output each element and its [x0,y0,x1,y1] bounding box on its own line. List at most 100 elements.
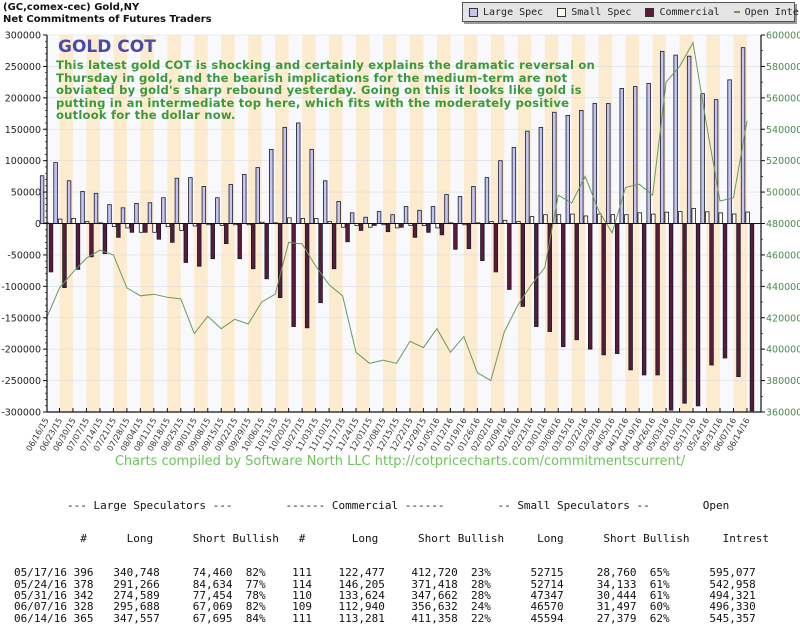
legend-swatch-large-spec [469,8,478,17]
bar-small-spec [341,224,345,228]
bar-large-spec [40,176,44,224]
bar-small-spec [126,224,130,228]
bar-commercial [292,224,296,327]
bar-commercial [63,224,67,288]
bar-large-spec [660,51,664,223]
bar-small-spec [571,214,575,223]
bar-commercial [400,224,404,228]
legend-label: Small Spec [571,7,631,18]
bar-large-spec [674,55,678,223]
bar-commercial [683,224,687,404]
y2-tick-label: 460000 [766,250,800,261]
table-group-header: --- Large Speculators --- ------ Commerc… [14,500,769,511]
bar-small-spec [368,224,372,228]
bar-large-spec [687,56,691,223]
bar-small-spec [530,217,534,224]
bar-commercial [319,224,323,303]
bar-large-spec [229,185,233,224]
bar-large-spec [283,127,287,223]
legend-item-open-interest: Open Interest [734,7,800,18]
y2-tick-label: 380000 [766,376,800,387]
bar-large-spec [472,186,476,223]
bar-large-spec [135,203,139,223]
bar-commercial [238,224,242,259]
bar-large-spec [175,178,179,223]
bar-commercial [696,224,700,406]
cot-data-table: --- Large Speculators --- ------ Commerc… [14,477,769,635]
bar-large-spec [728,80,732,224]
y-tick-label: 100000 [5,156,41,167]
legend-label: Commercial [659,7,719,18]
bar-commercial [521,224,525,307]
bar-large-spec [269,149,273,223]
bar-small-spec [72,218,76,223]
chart-legend: Large Spec Small Spec Commercial Open In… [462,2,795,22]
y2-tick-label: 560000 [766,93,800,104]
bar-large-spec [94,193,98,223]
bar-large-spec [337,202,341,224]
bar-large-spec [148,203,152,224]
bar-large-spec [202,186,206,223]
bar-commercial [265,224,269,279]
bar-small-spec [315,218,319,223]
bar-large-spec [485,178,489,224]
bar-commercial [130,224,134,233]
bar-large-spec [296,123,300,224]
bar-commercial [440,224,444,235]
legend-label: Large Spec [483,7,543,18]
bar-small-spec [301,218,305,223]
table-row: 06/07/16 328 295,688 67,069 82% 109 112,… [14,601,769,612]
bar-small-spec [625,215,629,224]
bar-large-spec [243,174,247,223]
bar-large-spec [404,207,408,224]
bar-commercial [656,224,660,375]
bar-large-spec [81,191,85,223]
bar-commercial [346,224,350,242]
bar-small-spec [692,208,696,223]
bar-commercial [723,224,727,358]
bar-commercial [49,224,53,272]
bar-commercial [171,224,175,243]
y2-tick-label: 540000 [766,125,800,136]
bar-large-spec [377,212,381,224]
bar-small-spec [436,224,440,228]
x-axis-ticks: 06/16/1506/23/1506/30/1507/07/1507/14/15… [24,408,752,453]
bar-small-spec [705,212,709,224]
credit-line: Charts compiled by Software North LLC ht… [0,454,800,469]
bar-large-spec [431,207,435,224]
bar-commercial [534,224,538,327]
table-row: 06/14/16 365 347,557 67,695 84% 111 113,… [14,613,769,624]
legend-item-small-spec: Small Spec [557,7,631,18]
y2-tick-label: 600000 [766,31,800,42]
bar-large-spec [566,115,570,223]
bar-small-spec [395,224,399,228]
bar-commercial [144,224,148,233]
bar-commercial [467,224,471,249]
y2-tick-label: 400000 [766,345,800,356]
bar-large-spec [216,198,220,224]
legend-item-commercial: Commercial [645,7,719,18]
bar-large-spec [580,110,584,223]
bar-large-spec [633,87,637,224]
bar-large-spec [512,147,516,223]
bar-commercial [710,224,714,366]
y2-tick-label: 420000 [766,313,800,324]
bar-large-spec [350,213,354,224]
bar-small-spec [746,212,750,223]
bar-large-spec [162,198,166,224]
bar-commercial [386,224,390,232]
y2-tick-label: 440000 [766,282,800,293]
bar-commercial [251,224,255,269]
y2-tick-label: 360000 [766,408,800,419]
y-tick-label: 300000 [5,31,41,42]
left-axis-ticks: 300000250000200000150000100000500000-500… [1,31,47,419]
bar-large-spec [54,163,58,224]
bar-commercial [184,224,188,263]
bar-small-spec [544,215,548,224]
bar-large-spec [526,131,530,223]
bar-commercial [427,224,431,233]
bar-large-spec [458,196,462,223]
bar-commercial [588,224,592,350]
right-axis-ticks: 6000005800005600005400005200005000004800… [761,31,800,419]
bar-commercial [629,224,633,370]
